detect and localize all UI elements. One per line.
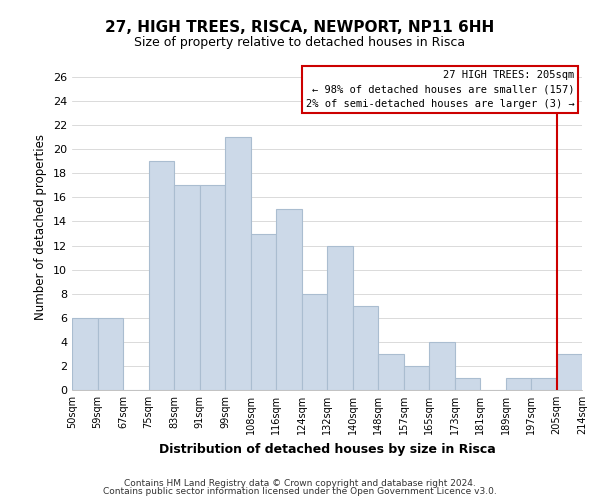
Bar xyxy=(174,186,199,390)
Bar xyxy=(149,162,174,390)
Bar xyxy=(199,186,225,390)
Bar xyxy=(327,246,353,390)
X-axis label: Distribution of detached houses by size in Risca: Distribution of detached houses by size … xyxy=(158,442,496,456)
Bar xyxy=(404,366,429,390)
Bar xyxy=(531,378,557,390)
Bar xyxy=(455,378,480,390)
Bar xyxy=(557,354,582,390)
Bar xyxy=(505,378,531,390)
Bar xyxy=(276,210,302,390)
Bar xyxy=(251,234,276,390)
Bar xyxy=(97,318,123,390)
Text: 27, HIGH TREES, RISCA, NEWPORT, NP11 6HH: 27, HIGH TREES, RISCA, NEWPORT, NP11 6HH xyxy=(106,20,494,35)
Text: Contains public sector information licensed under the Open Government Licence v3: Contains public sector information licen… xyxy=(103,487,497,496)
Bar xyxy=(302,294,327,390)
Y-axis label: Number of detached properties: Number of detached properties xyxy=(34,134,47,320)
Bar xyxy=(429,342,455,390)
Text: Contains HM Land Registry data © Crown copyright and database right 2024.: Contains HM Land Registry data © Crown c… xyxy=(124,478,476,488)
Text: Size of property relative to detached houses in Risca: Size of property relative to detached ho… xyxy=(134,36,466,49)
Bar xyxy=(378,354,404,390)
Bar xyxy=(72,318,97,390)
Bar xyxy=(353,306,378,390)
Text: 27 HIGH TREES: 205sqm
← 98% of detached houses are smaller (157)
2% of semi-deta: 27 HIGH TREES: 205sqm ← 98% of detached … xyxy=(305,70,574,110)
Bar xyxy=(225,137,251,390)
